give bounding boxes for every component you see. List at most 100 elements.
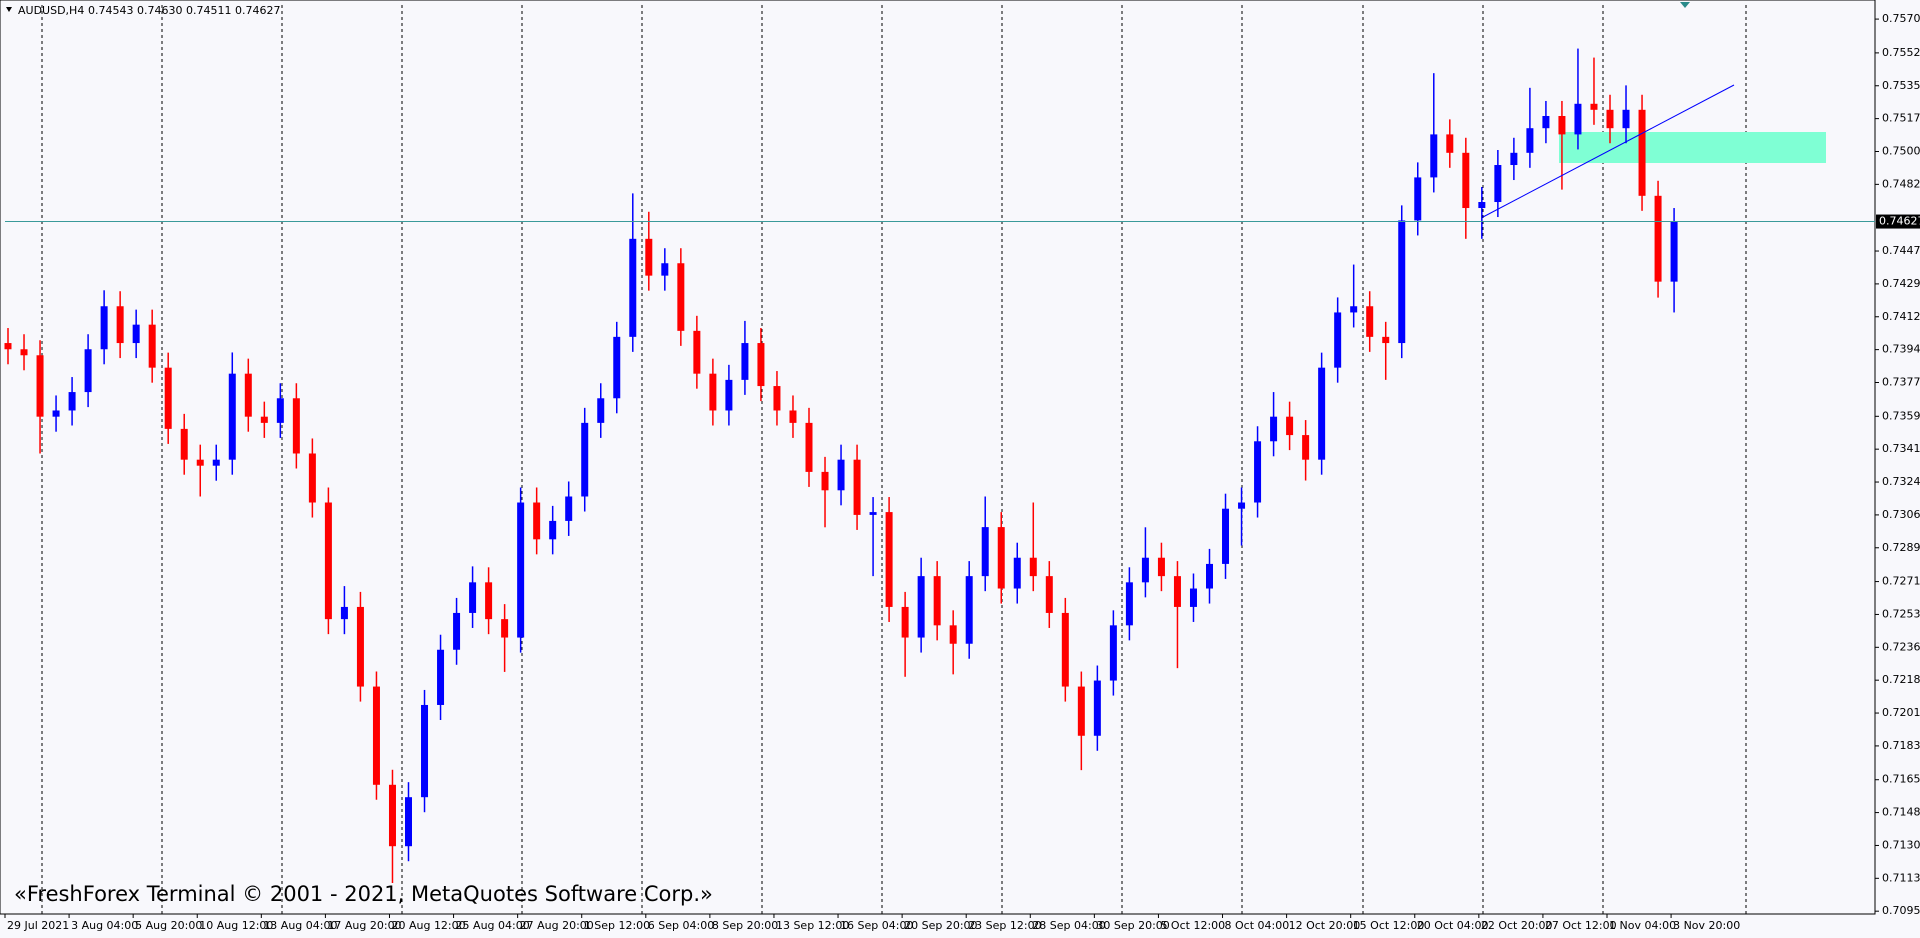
candle-body: [260, 416, 268, 423]
candle-body: [485, 582, 493, 620]
candle-body: [1141, 557, 1149, 583]
candle-body: [853, 459, 861, 515]
plot-frame: [0, 0, 1876, 915]
x-tick-label: 16 Sep 04:00: [840, 919, 913, 932]
candle-body: [1382, 336, 1390, 344]
candle-body: [228, 373, 236, 460]
y-tick-label: 0.75705: [1882, 12, 1920, 25]
candle-body: [1654, 195, 1662, 282]
candle-body: [837, 459, 845, 491]
y-tick-label: 0.72535: [1882, 607, 1920, 620]
candle-body: [1061, 612, 1069, 687]
candle-body: [453, 612, 461, 650]
candle-body: [613, 336, 621, 399]
watermark: «FreshForex Terminal © 2001 - 2021, Meta…: [14, 882, 713, 906]
x-tick-label: 1 Nov 04:00: [1609, 919, 1676, 932]
candle-body: [693, 330, 701, 374]
candle-body: [1398, 220, 1406, 344]
candle-body: [1574, 103, 1582, 135]
candle-body: [725, 379, 733, 411]
trend-line[interactable]: [1482, 84, 1735, 218]
x-tick-label: 3 Aug 04:00: [71, 919, 138, 932]
candle-body: [645, 238, 653, 276]
candle-body: [324, 502, 332, 620]
candle-body: [1638, 109, 1646, 196]
x-tick-label: 1 Sep 12:00: [584, 919, 650, 932]
candle-body: [1206, 563, 1213, 589]
candle-body: [517, 502, 525, 638]
candle-body: [4, 343, 12, 350]
x-tick-label: 13 Aug 04:00: [263, 919, 337, 932]
x-tick-label: 29 Jul 2021: [7, 919, 69, 932]
candle-body: [629, 238, 637, 337]
candle-body: [501, 619, 509, 638]
x-tick-label: 22 Oct 20:00: [1481, 919, 1553, 932]
y-tick-label: 0.73065: [1882, 508, 1920, 521]
candle-body: [292, 398, 300, 454]
candle-body: [1125, 582, 1133, 626]
candle-body: [1173, 576, 1181, 607]
candle-body: [340, 606, 348, 620]
zone-rectangle[interactable]: [1559, 132, 1826, 163]
x-tick-label: 30 Sep 20:00: [1096, 919, 1169, 932]
candle-body: [805, 422, 813, 472]
candle-body: [405, 797, 412, 847]
candle-body: [244, 373, 252, 417]
y-tick-label: 0.71835: [1882, 739, 1920, 752]
x-tick-label: 17 Aug 20:00: [327, 919, 401, 932]
candle-body: [1478, 202, 1486, 209]
candle-body: [148, 324, 156, 368]
candle-body: [789, 410, 797, 423]
candle-body: [68, 392, 76, 411]
symbol: AUDUSD,H4: [18, 4, 84, 17]
candle-body: [388, 784, 396, 847]
x-tick-label: 3 Nov 20:00: [1673, 919, 1740, 932]
candle-body: [773, 386, 781, 411]
x-tick-label: 27 Aug 20:00: [520, 919, 594, 932]
current-price-box: [1876, 214, 1920, 229]
candle-body: [1157, 557, 1165, 577]
candle-body: [372, 686, 380, 785]
candle-body: [356, 606, 364, 687]
candle-body: [1222, 508, 1230, 564]
x-tick-label: 12 Oct 20:00: [1289, 919, 1361, 932]
candle-body: [116, 306, 124, 344]
candle-body: [965, 576, 973, 644]
x-tick-label: 28 Sep 04:00: [1032, 919, 1105, 932]
x-tick-label: 13 Sep 12:00: [776, 919, 849, 932]
candle-body: [196, 459, 204, 466]
candle-body: [1189, 588, 1197, 607]
x-tick-label: 25 Aug 04:00: [456, 919, 530, 932]
y-tick-label: 0.75525: [1882, 46, 1920, 59]
x-tick-label: 27 Oct 12:00: [1545, 919, 1617, 932]
candle-body: [1430, 134, 1438, 178]
y-tick-label: 0.73945: [1882, 343, 1920, 356]
candle-body: [549, 520, 557, 540]
candle-body: [1414, 177, 1422, 221]
candle-body: [1270, 416, 1278, 442]
x-tick-label: 10 Aug 12:00: [199, 919, 273, 932]
candle-body: [164, 367, 172, 429]
candle-body: [565, 496, 573, 521]
candle-body: [308, 453, 316, 503]
candle-body: [1606, 109, 1614, 129]
candle-body: [1286, 416, 1294, 436]
candle-body: [1542, 115, 1550, 129]
x-tick-label: 20 Oct 04:00: [1417, 919, 1489, 932]
x-tick-label: 8 Sep 20:00: [712, 919, 778, 932]
plot: [4, 48, 1678, 884]
candle-body: [469, 582, 477, 613]
x-tick-label: 8 Oct 04:00: [1225, 919, 1290, 932]
candle-body: [421, 704, 429, 798]
